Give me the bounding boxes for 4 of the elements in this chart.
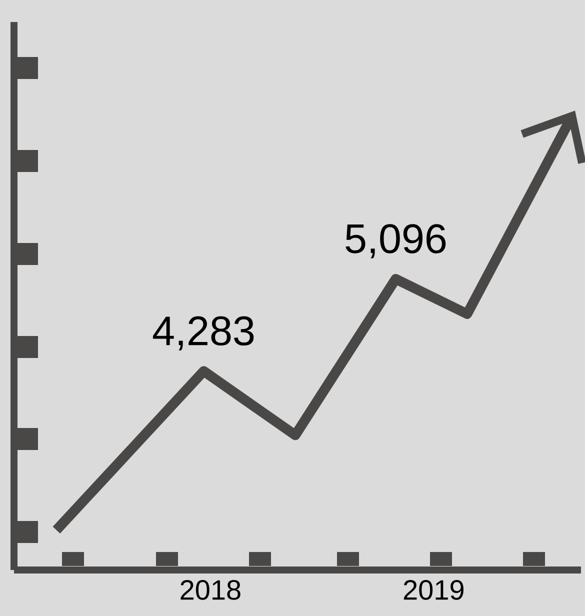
x-tick-label: 2019 (404, 580, 464, 600)
x-tick-label: 2018 (180, 580, 240, 600)
annotation: 4,283 (152, 316, 254, 350)
annotation: 5,096 (346, 224, 446, 258)
